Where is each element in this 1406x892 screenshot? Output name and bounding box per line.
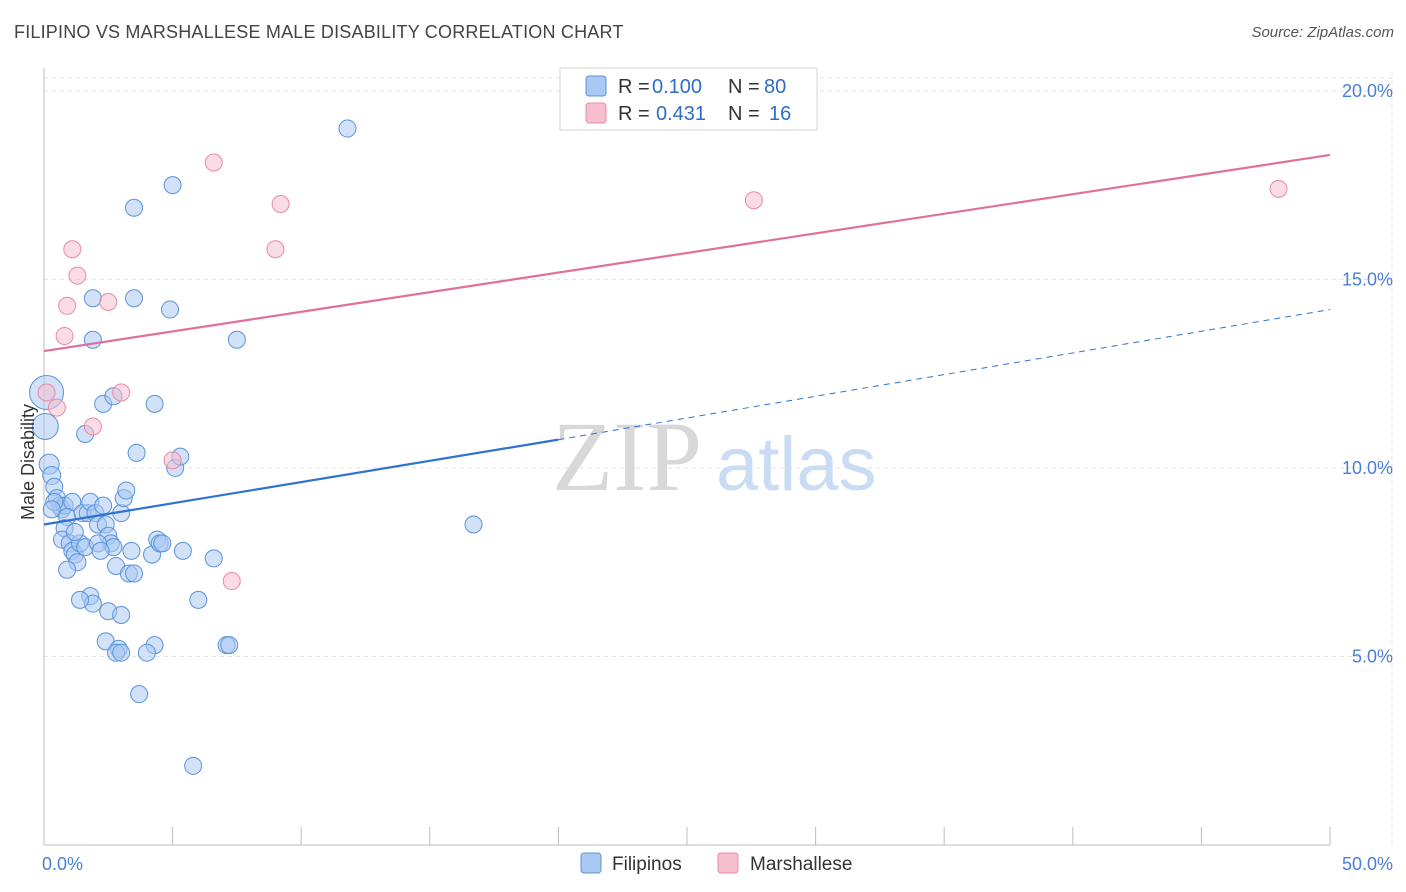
filipinos-point <box>112 643 131 662</box>
marshallese-point <box>266 240 285 259</box>
bottom-legend-filipinos: Filipinos <box>612 854 682 875</box>
y-tick-label: 10.0% <box>1342 458 1393 478</box>
bottom-legend-swatch-filipinos <box>580 852 602 874</box>
legend-r-value-1: 0.100 <box>652 76 702 98</box>
source-label: Source: ZipAtlas.com <box>1251 24 1394 41</box>
legend-n-value-2: 16 <box>769 103 791 125</box>
y-tick-label: 15.0% <box>1342 269 1393 289</box>
y-tick-label: 5.0% <box>1352 646 1393 666</box>
legend-n-label-2: N = <box>728 103 760 125</box>
grid <box>44 72 1393 845</box>
filipinos-point <box>42 500 61 519</box>
x-tick-label: 50.0% <box>1342 854 1393 874</box>
marshallese-point <box>222 572 241 591</box>
filipinos-point <box>220 636 239 655</box>
x-tick-label: 0.0% <box>42 854 83 874</box>
filipinos-point <box>161 300 180 319</box>
filipinos-point <box>137 643 156 662</box>
filipinos-point <box>204 549 223 568</box>
filipinos-point <box>153 534 172 553</box>
marshallese-point <box>63 240 82 259</box>
filipinos-trend-extension <box>558 309 1331 441</box>
chart-title: FILIPINO VS MARSHALLESE MALE DISABILITY … <box>14 22 624 42</box>
filipinos-point <box>112 605 131 624</box>
legend-r-value-2: 0.431 <box>656 103 706 125</box>
filipinos-point <box>117 481 136 500</box>
marshallese-point <box>204 153 223 172</box>
filipinos-point <box>71 590 90 609</box>
legend-n-value-1: 80 <box>764 76 786 98</box>
filipinos-point <box>83 330 102 349</box>
marshallese-point <box>68 266 87 285</box>
marshallese-point <box>58 296 77 315</box>
filipinos-point <box>130 685 149 704</box>
filipinos-point <box>464 515 483 534</box>
bottom-legend: Filipinos Marshallese <box>580 852 852 875</box>
bottom-legend-marshallese: Marshallese <box>750 854 852 875</box>
filipinos-points <box>29 119 483 775</box>
y-tick-label: 20.0% <box>1342 81 1393 101</box>
bottom-legend-swatch-marshallese <box>717 852 739 874</box>
filipinos-point <box>125 564 144 583</box>
marshallese-points <box>37 153 1288 591</box>
marshallese-trend-line <box>43 153 1331 353</box>
watermark-zip: ZIP <box>552 401 702 512</box>
marshallese-point <box>83 417 102 436</box>
legend-swatch-blue <box>585 75 607 97</box>
marshallese-point <box>1269 179 1288 198</box>
filipinos-point <box>189 590 208 609</box>
marshallese-point <box>271 194 290 213</box>
tick-labels: 5.0% 10.0% 15.0% 20.0% 0.0% 50.0% <box>42 81 1393 874</box>
filipinos-point <box>125 289 144 308</box>
y-axis-label: Male Disability <box>18 404 38 520</box>
watermark: ZIP atlas <box>552 401 877 512</box>
marshallese-point <box>163 451 182 470</box>
filipinos-point <box>184 756 203 775</box>
filipinos-point <box>173 541 192 560</box>
filipinos-trend-line <box>43 438 559 526</box>
marshallese-point <box>744 191 763 210</box>
watermark-atlas: atlas <box>716 422 877 507</box>
filipinos-point <box>83 289 102 308</box>
marshallese-point <box>99 293 118 312</box>
filipinos-point <box>122 541 141 560</box>
legend-r-label-2: R = <box>618 103 650 125</box>
filipinos-point <box>163 176 182 195</box>
filipinos-point <box>91 541 110 560</box>
filipinos-point <box>125 198 144 217</box>
marshallese-point <box>47 398 66 417</box>
filipinos-point <box>145 394 164 413</box>
trend-lines <box>43 153 1331 526</box>
filipinos-point <box>65 523 84 542</box>
filipinos-point <box>31 412 59 440</box>
marshallese-point <box>37 383 56 402</box>
legend-r-label-1: R = <box>618 76 650 98</box>
legend-swatch-pink <box>585 102 607 124</box>
legend-n-label-1: N = <box>728 76 760 98</box>
marshallese-point <box>112 383 131 402</box>
filipinos-point <box>338 119 357 138</box>
marshallese-point <box>55 326 74 345</box>
filipinos-point <box>127 443 146 462</box>
legend: R = 0.100 N = 80 R = 0.431 N = 16 <box>559 67 818 131</box>
filipinos-point <box>227 330 246 349</box>
filipinos-point <box>58 560 77 579</box>
filipinos-point <box>94 496 113 515</box>
